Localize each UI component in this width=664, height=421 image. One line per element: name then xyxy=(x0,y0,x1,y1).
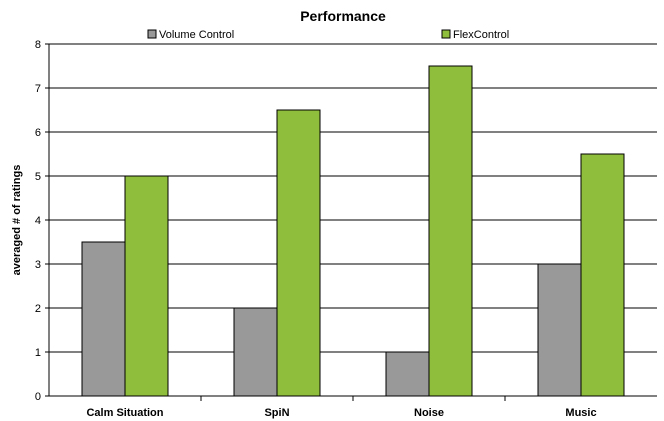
x-category-labels: Calm Situation SpiN Noise Music xyxy=(86,396,597,419)
legend-label-flexcontrol: FlexControl xyxy=(453,29,509,41)
y-tick-label: 3 xyxy=(35,259,41,271)
bar-flexcontrol-music xyxy=(580,153,625,397)
y-tick-label: 2 xyxy=(35,303,41,315)
bar-flexcontrol-calm-situation xyxy=(124,175,169,397)
x-category-label: Noise xyxy=(414,407,444,419)
bar-volume-control-calm-situation xyxy=(81,241,126,397)
bar-volume-control-music xyxy=(537,263,582,397)
x-category-label: Calm Situation xyxy=(86,407,163,419)
x-category-label: Music xyxy=(565,407,596,419)
y-tick-label: 1 xyxy=(35,347,41,359)
chart-title: Performance xyxy=(300,8,386,24)
y-axis-label: averaged # of ratings xyxy=(11,165,23,276)
legend-swatch-volume-control xyxy=(147,29,157,39)
legend-item-flexcontrol: FlexControl xyxy=(441,29,509,41)
legend-item-volume-control: Volume Control xyxy=(147,29,234,41)
legend: Volume Control FlexControl xyxy=(147,29,509,41)
y-tick-label: 7 xyxy=(35,83,41,95)
bar-flexcontrol-spin xyxy=(276,109,321,397)
y-tick-label: 8 xyxy=(35,39,41,51)
bar-volume-control-noise xyxy=(385,351,430,397)
y-tick-label: 5 xyxy=(35,171,41,183)
bar-flexcontrol-noise xyxy=(428,65,473,397)
legend-label-volume-control: Volume Control xyxy=(159,29,234,41)
y-tick-label: 6 xyxy=(35,127,41,139)
bar-volume-control-spin xyxy=(233,307,278,397)
y-tick-label: 4 xyxy=(35,215,41,227)
legend-swatch-flexcontrol xyxy=(441,29,451,39)
y-tick-label: 0 xyxy=(35,391,41,403)
bars xyxy=(81,65,625,397)
y-tick-labels: 0 1 2 3 4 5 6 7 8 xyxy=(35,39,49,403)
x-category-label: SpiN xyxy=(264,407,289,419)
